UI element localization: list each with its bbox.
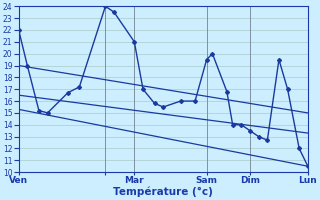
- X-axis label: Température (°c): Température (°c): [113, 187, 213, 197]
